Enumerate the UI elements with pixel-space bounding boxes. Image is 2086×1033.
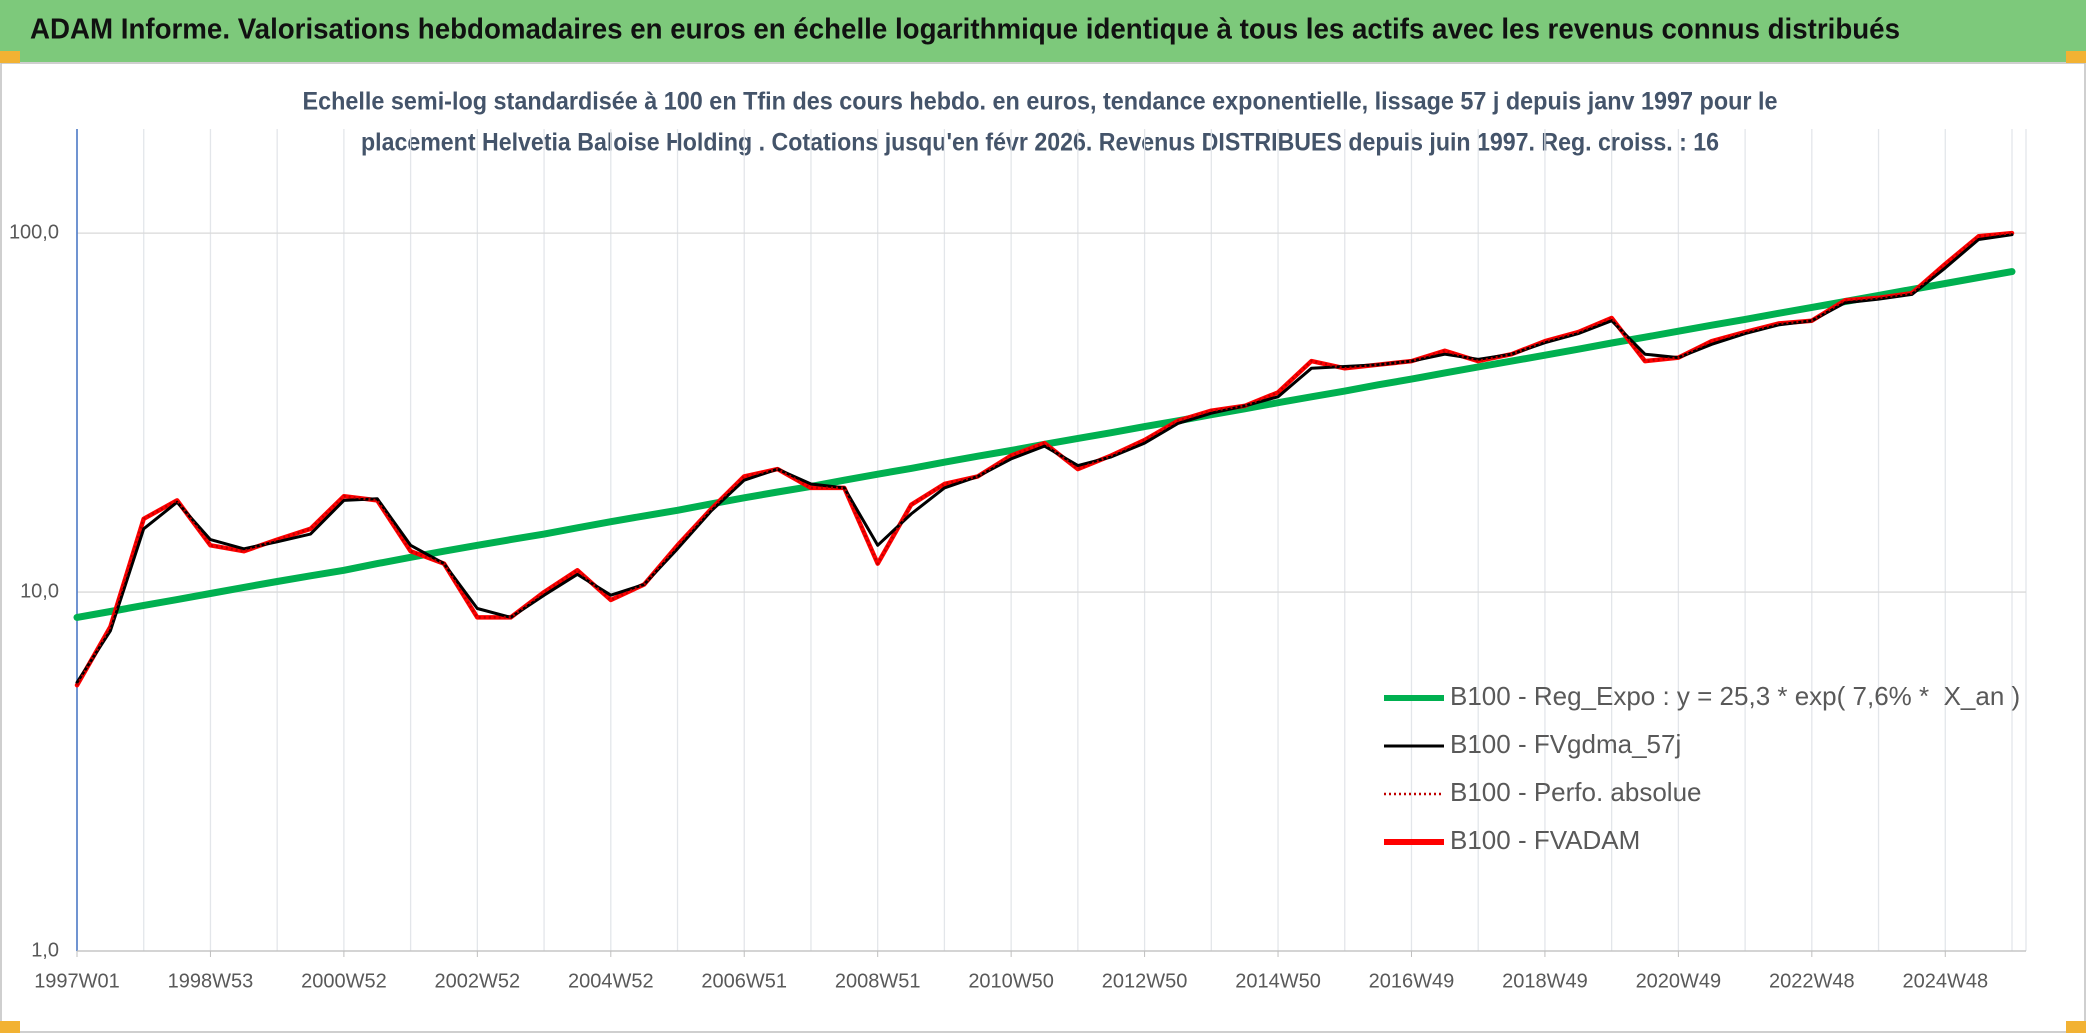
corner [0,51,20,63]
x-tick-label: 2004W52 [568,970,654,992]
corner [2066,1021,2086,1033]
y-tick-label: 1,0 [31,939,59,961]
x-tick-label: 2020W49 [1636,970,1722,992]
header-bar [0,0,2086,62]
x-tick-label: 1998W53 [168,970,254,992]
x-tick-label: 2006W51 [701,970,787,992]
x-tick-label: 2000W52 [301,970,387,992]
x-tick-label: 2010W50 [968,970,1054,992]
y-tick-label: 100,0 [9,221,59,243]
x-tick-label: 2014W50 [1235,970,1321,992]
x-tick-label: 1997W01 [34,970,120,992]
x-tick-label: 2016W49 [1369,970,1455,992]
corner [2066,51,2086,63]
chart-frame [0,62,2086,1033]
x-tick-label: 2024W48 [1902,970,1988,992]
corner [0,1021,20,1033]
x-tick-label: 2018W49 [1502,970,1588,992]
x-tick-label: 2012W50 [1102,970,1188,992]
legend-label: B100 - FVADAM [1450,825,1640,855]
legend-label: B100 - Reg_Expo : y = 25,3 * exp( 7,6% *… [1450,681,2020,711]
legend-label: B100 - Perfo. absolue [1450,777,1702,807]
x-tick-label: 2022W48 [1769,970,1855,992]
plot-area: 1,0 10,0 100,0 1997W01 1998W53 2000W52 2002W52… [9,129,2027,992]
chart-title: ADAM Informe. Valorisations hebdomadaire… [30,14,1900,46]
subtitle: Echelle semi-log standardisée à 100 en T… [303,88,1778,116]
series-line [75,233,2014,684]
legend-label: B100 - FVgdma_57j [1450,729,1681,759]
y-tick-label: 10,0 [20,580,59,602]
x-tick-label: 2002W52 [435,970,521,992]
subtitle: placement Helvetia Baloise Holding . Cot… [361,129,1719,157]
x-tick-label: 2008W51 [835,970,921,992]
